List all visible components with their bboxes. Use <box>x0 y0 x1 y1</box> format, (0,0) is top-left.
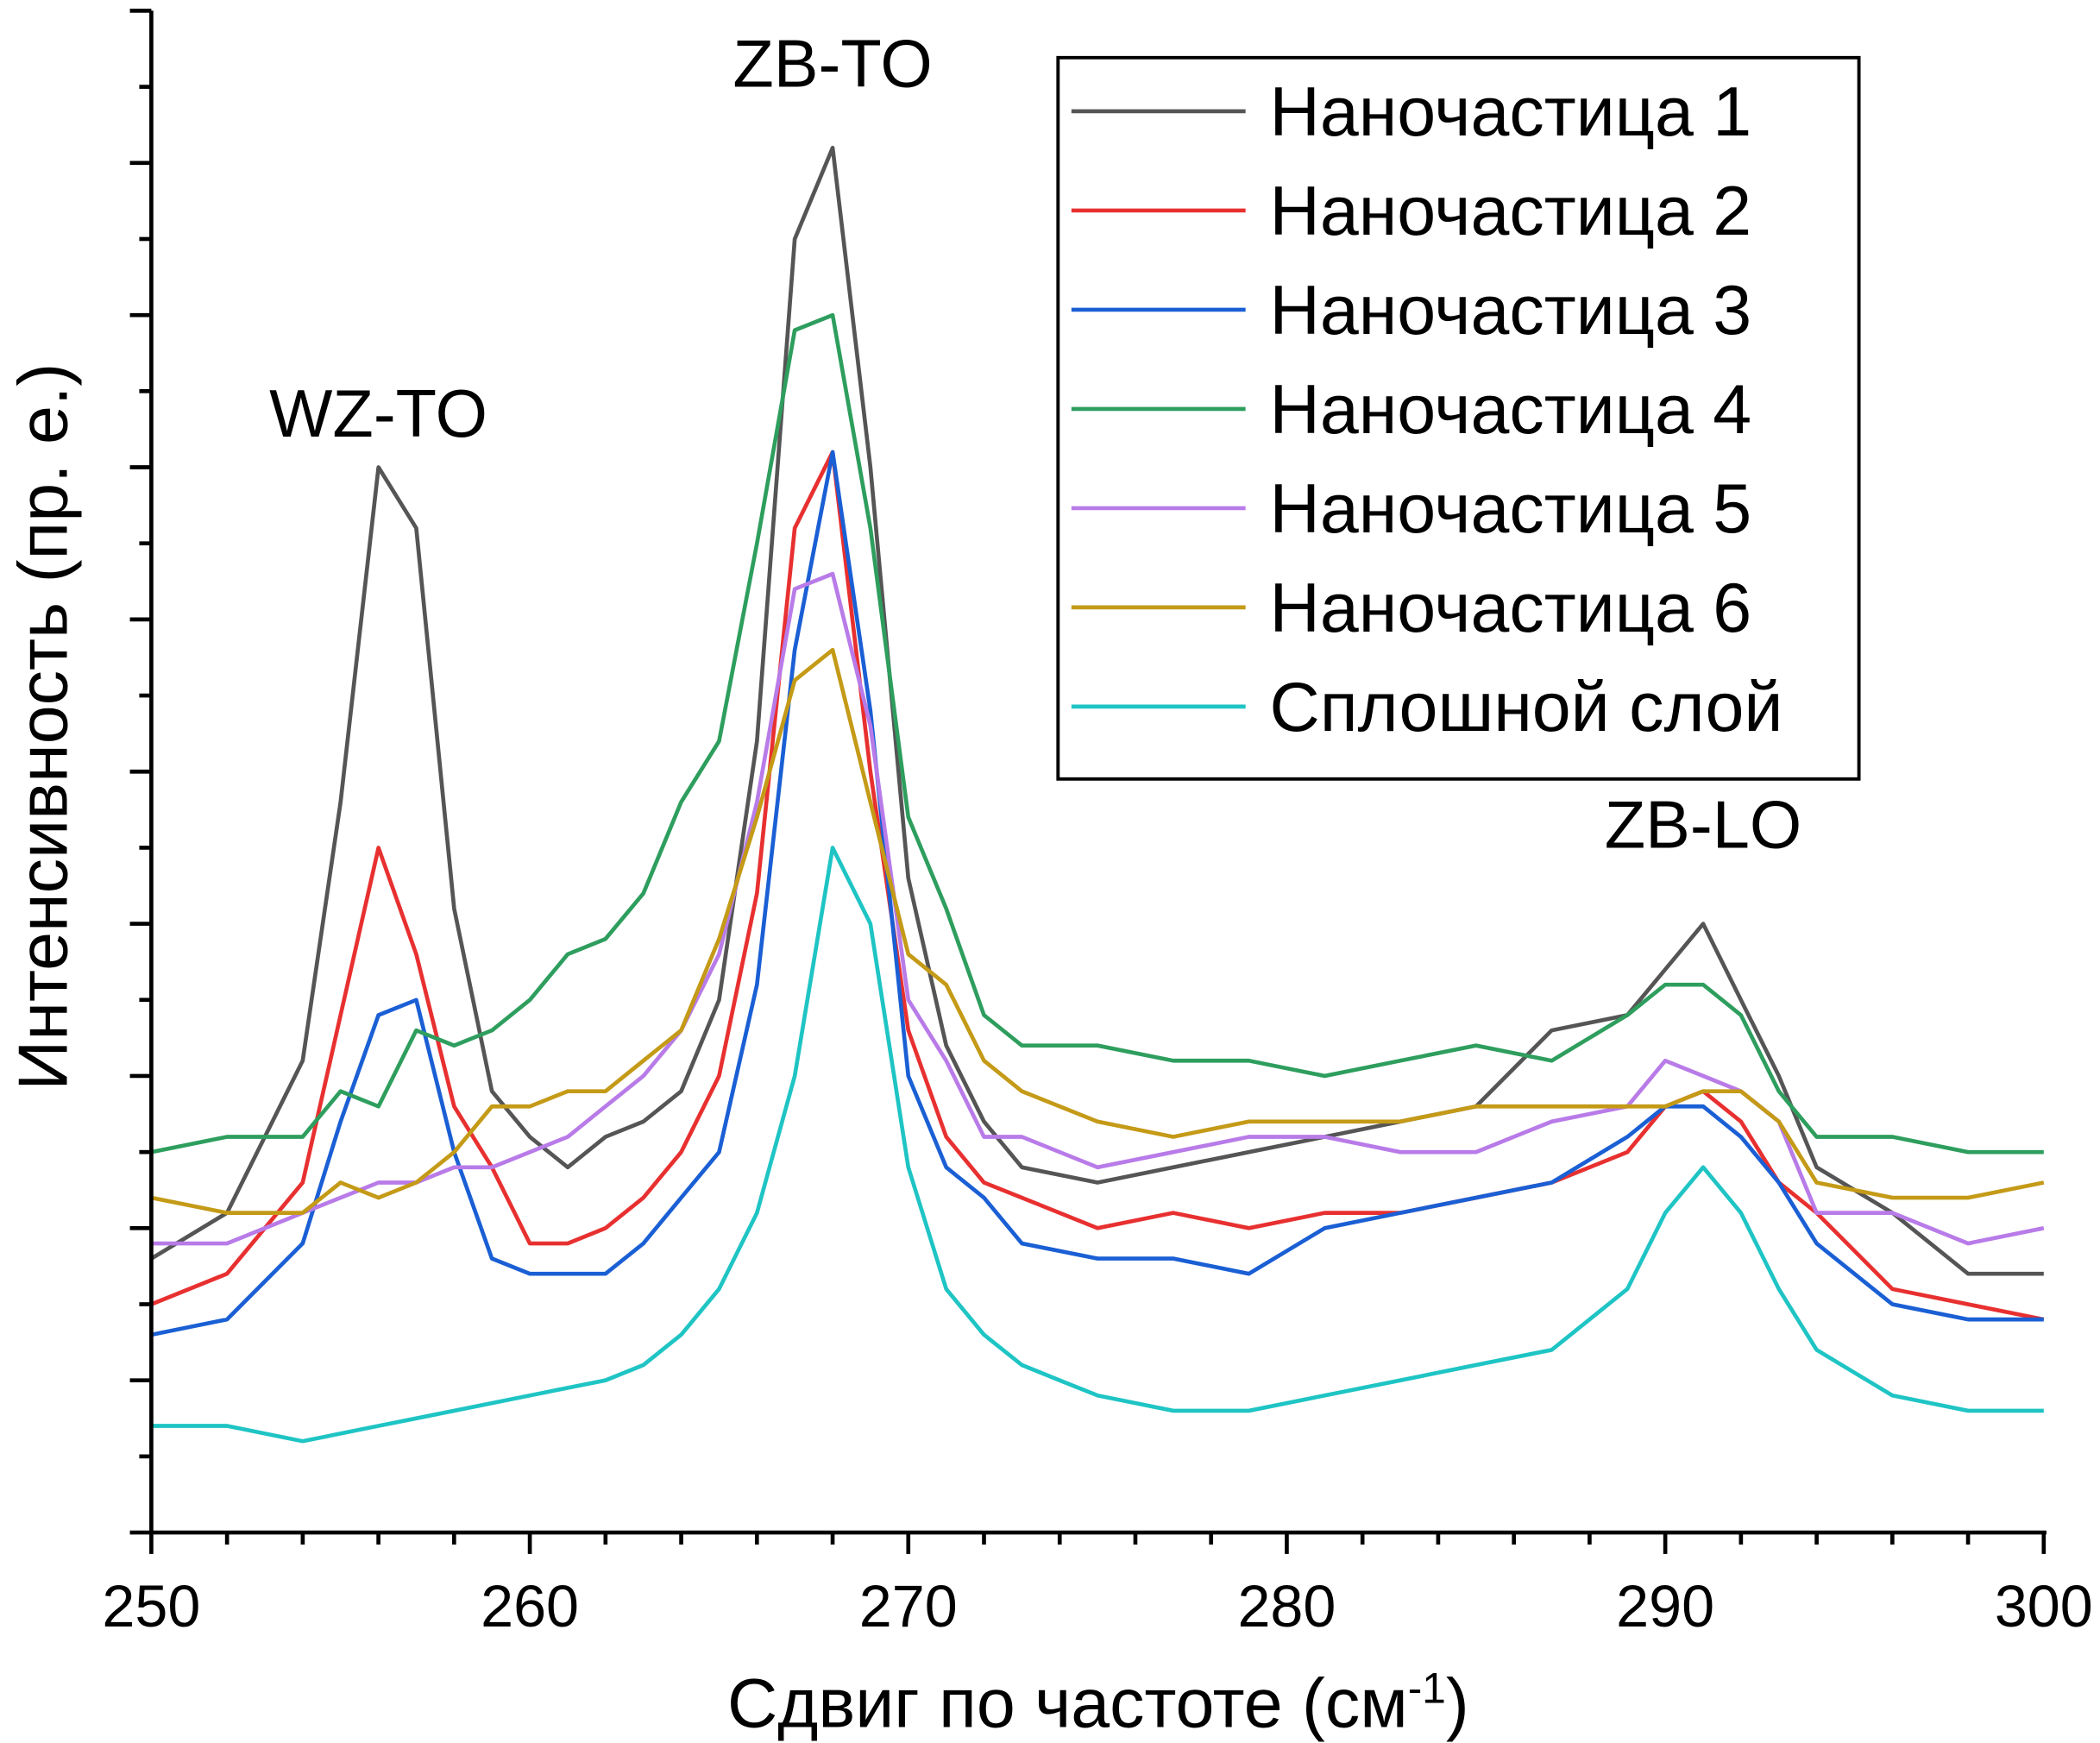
y-axis-title: Интенсивность (пр. е.) <box>5 363 83 1091</box>
peak-label: ZB-LO <box>1605 788 1802 862</box>
series-line-7 <box>151 846 2044 1444</box>
series-line-6 <box>150 647 2045 1215</box>
legend-label: Наночастица 6 <box>1270 569 1752 647</box>
peak-label: ZB-TO <box>732 28 932 102</box>
legend: Наночастица 1 Наночастица 2 Наночастица 3 Н… <box>1056 55 1861 781</box>
x-tick-label: 260 <box>481 1574 579 1639</box>
x-tick-label: 250 <box>102 1574 200 1639</box>
series-line-1 <box>150 145 2044 1276</box>
x-tick-label: 280 <box>1237 1574 1336 1639</box>
series-line-5 <box>151 571 2045 1246</box>
x-axis-title: Сдвиг по частоте (см-1) <box>727 1664 1469 1742</box>
legend-label: Наночастица 2 <box>1270 173 1752 250</box>
legend-label: Наночастица 4 <box>1270 371 1752 449</box>
legend-label: Наночастица 1 <box>1270 73 1752 151</box>
peak-label: WZ-TO <box>269 377 487 451</box>
x-tick-label: 270 <box>859 1574 958 1639</box>
axes-layer: 250 260 270 280 290 300 <box>102 9 2093 1639</box>
series-line-4 <box>150 312 2044 1155</box>
legend-box <box>1056 55 1861 781</box>
series-line-3 <box>150 450 2044 1337</box>
legend-label: Наночастица 5 <box>1270 470 1752 548</box>
series-layer <box>150 145 2045 1444</box>
x-tick-label: 290 <box>1616 1574 1714 1639</box>
annotations: WZ-TO ZB-TO ZB-LO <box>269 28 1801 863</box>
x-tick-label: 300 <box>1995 1574 2093 1639</box>
legend-label: Наночастица 3 <box>1270 272 1752 349</box>
legend-label: Сплошной слой <box>1270 669 1783 746</box>
